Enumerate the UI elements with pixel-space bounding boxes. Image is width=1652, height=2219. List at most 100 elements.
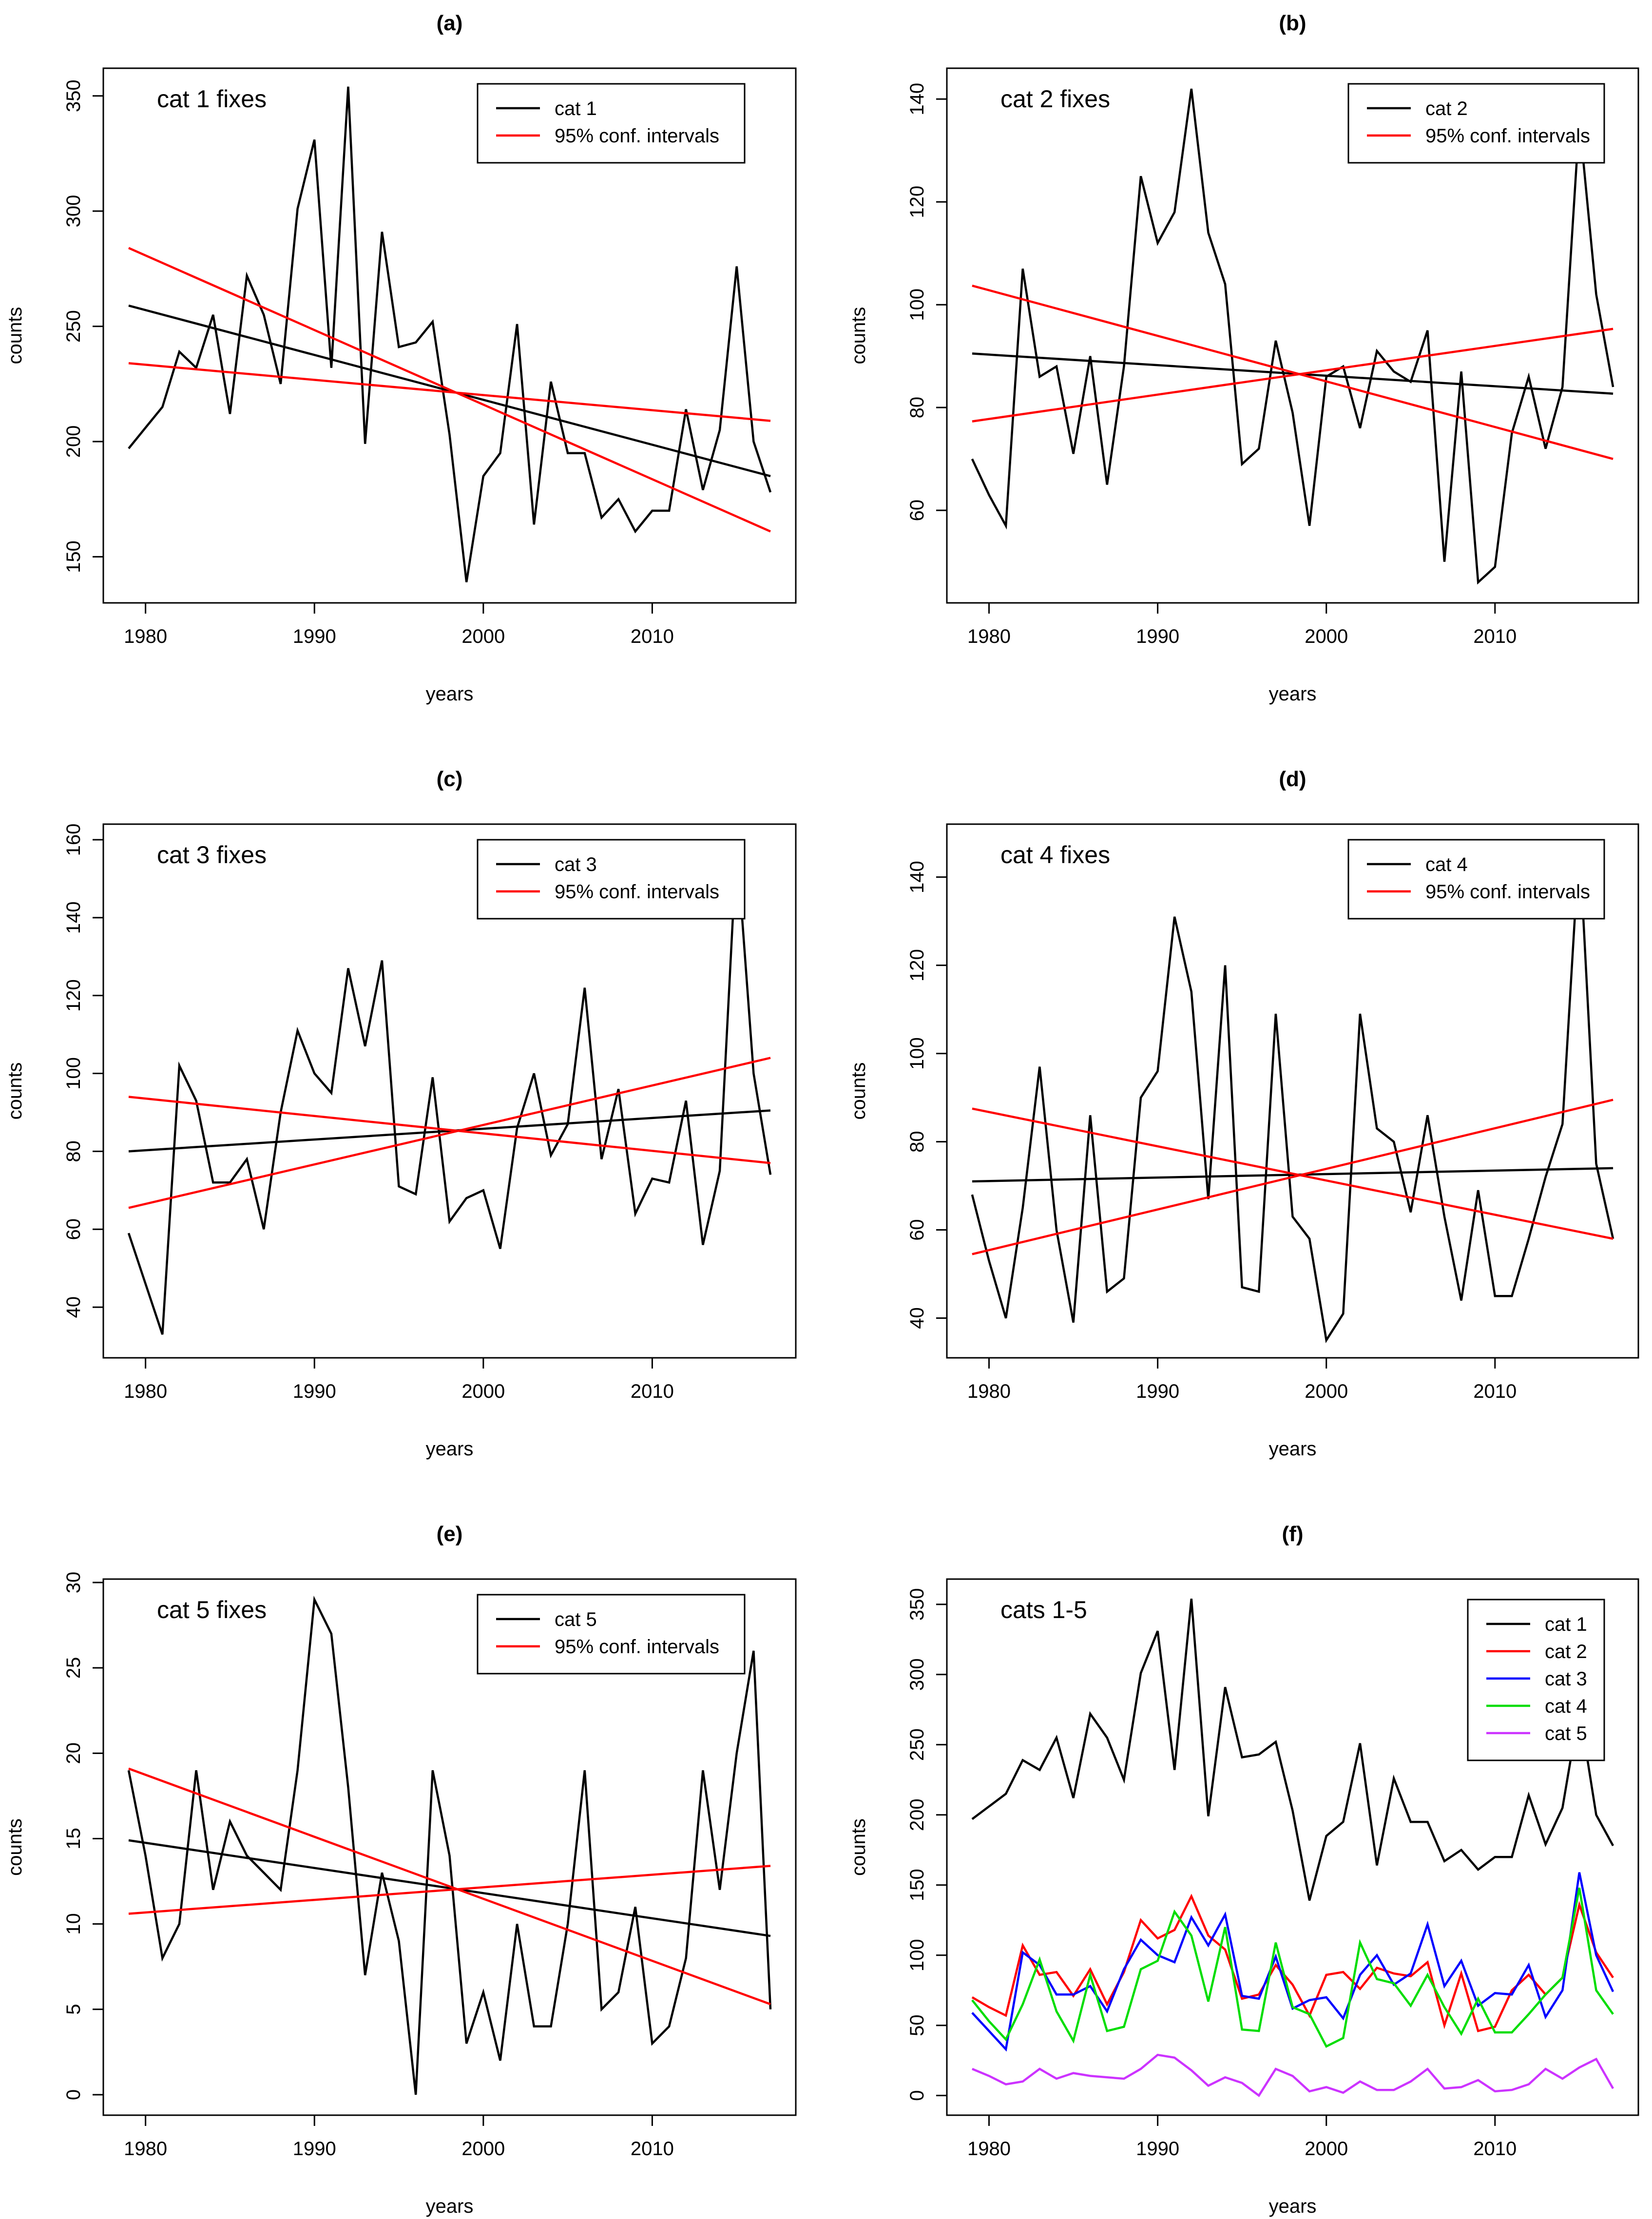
- plot-area: [127, 1595, 772, 2095]
- panel-label: (e): [437, 1522, 463, 1546]
- x-tick-label: 2000: [461, 2138, 505, 2160]
- x-tick-label: 2010: [631, 1381, 674, 1402]
- confidence-interval-line: [128, 362, 771, 422]
- series-line-cat-3: [971, 1872, 1614, 2052]
- x-tick-label: 1990: [1136, 626, 1179, 647]
- x-tick-label: 2000: [1305, 1381, 1348, 1402]
- x-axis-title: years: [1269, 1438, 1317, 1460]
- plot-area: [971, 1599, 1614, 2097]
- series-line-cat-2: [971, 88, 1614, 585]
- plot-frame: [946, 823, 1639, 1359]
- confidence-interval-line: [972, 1107, 1614, 1240]
- y-tick-label: 300: [63, 195, 84, 228]
- inset-title: cat 1 fixes: [157, 85, 267, 113]
- x-tick-label: 2000: [1305, 2138, 1348, 2160]
- y-tick-label: 80: [906, 397, 928, 419]
- x-tick-label: 1980: [967, 1381, 1011, 1402]
- y-tick-label: 20: [63, 1742, 84, 1764]
- y-tick-label: 100: [906, 1037, 928, 1070]
- panel-label: (f): [1282, 1522, 1304, 1546]
- plot-area: [971, 842, 1614, 1343]
- y-tick-label: 100: [906, 289, 928, 321]
- chart-panel-3: (c) 1980 1990 2000 2010 40 60 80 100 120 140 160 yea…: [4, 767, 797, 1460]
- x-tick-label: 2010: [1473, 2138, 1517, 2160]
- confidence-interval-line: [128, 247, 771, 533]
- x-tick-label: 1990: [293, 1381, 336, 1402]
- y-tick-label: 50: [906, 2014, 928, 2036]
- plot-frame: [946, 67, 1639, 604]
- series-line-cat-5: [127, 1595, 772, 2095]
- panel-label: (c): [437, 767, 463, 791]
- trend-line: [972, 352, 1614, 395]
- x-tick-label: 2000: [461, 1381, 505, 1402]
- y-tick-label: 0: [63, 2089, 84, 2100]
- series-line-cat-1: [128, 86, 772, 582]
- legend-label: cat 1: [1545, 1614, 1587, 1635]
- x-axis-title: years: [1269, 2196, 1317, 2217]
- chart-panel-1: (a) 1980 1990 2000 2010 150 200 250 300 350 years c…: [4, 11, 797, 705]
- y-tick-label: 0: [906, 2090, 928, 2101]
- y-tick-label: 80: [63, 1140, 84, 1162]
- confidence-interval-line: [128, 1057, 771, 1209]
- y-axis-title: counts: [4, 307, 26, 365]
- y-tick-label: 140: [63, 901, 84, 934]
- plot-frame: [102, 67, 797, 604]
- y-tick-label: 120: [906, 949, 928, 982]
- x-tick-label: 1980: [967, 626, 1011, 647]
- y-tick-label: 25: [63, 1657, 84, 1679]
- legend: cat 5 95% conf. intervals: [477, 1594, 746, 1675]
- series-line-cat-3: [127, 843, 772, 1335]
- legend-label: cat 1: [555, 98, 597, 119]
- legend: cat 2 95% conf. intervals: [1347, 83, 1605, 164]
- y-tick-label: 350: [63, 79, 84, 112]
- trend-line: [128, 1839, 771, 1937]
- inset-title: cat 5 fixes: [157, 1596, 267, 1623]
- series-line-cat-2: [971, 1893, 1614, 2032]
- y-tick-label: 300: [906, 1658, 928, 1691]
- plot-area: [971, 88, 1614, 585]
- chart-panel-2: (b) 1980 1990 2000 2010 60 80 100 120 140 years cou…: [848, 11, 1639, 705]
- chart-panel-6: (f) 1980 1990 2000 2010 0 50 100 150 200 250 300 350…: [848, 1522, 1639, 2217]
- y-axis-title: counts: [4, 1062, 26, 1120]
- legend: cat 1 95% conf. intervals: [477, 83, 746, 164]
- y-tick-label: 60: [906, 1219, 928, 1241]
- series-line-cat-4: [971, 1888, 1614, 2048]
- legend-label: cat 2: [1545, 1641, 1587, 1662]
- plot-frame: [946, 1578, 1639, 2116]
- y-tick-label: 200: [906, 1798, 928, 1831]
- legend-label: 95% conf. intervals: [1425, 881, 1590, 903]
- x-tick-label: 1980: [967, 2138, 1011, 2160]
- legend-label: cat 3: [1545, 1668, 1587, 1690]
- inset-title: cat 3 fixes: [157, 841, 267, 868]
- legend-box: [1347, 839, 1605, 920]
- legend-label: cat 4: [1545, 1696, 1587, 1717]
- y-tick-label: 100: [906, 1939, 928, 1971]
- series-line-cat-1: [971, 1599, 1614, 1901]
- series-line-cat-5: [972, 2053, 1614, 2097]
- x-tick-label: 2010: [631, 626, 674, 647]
- y-tick-label: 160: [63, 824, 84, 856]
- y-tick-label: 350: [906, 1588, 928, 1621]
- x-tick-label: 1980: [124, 1381, 167, 1402]
- x-tick-label: 2000: [461, 626, 505, 647]
- y-tick-label: 15: [63, 1828, 84, 1850]
- plot-area: [127, 843, 772, 1335]
- legend-box: [477, 83, 746, 164]
- y-tick-label: 200: [63, 425, 84, 458]
- series-line-cat-4: [971, 842, 1614, 1343]
- legend-label: 95% conf. intervals: [1425, 125, 1590, 147]
- panel-label: (a): [437, 11, 463, 35]
- legend-box: [1347, 83, 1605, 164]
- x-tick-label: 1980: [124, 626, 167, 647]
- x-tick-label: 1990: [293, 2138, 336, 2160]
- x-tick-label: 1980: [124, 2138, 167, 2160]
- x-axis-title: years: [426, 683, 474, 705]
- x-axis-title: years: [1269, 683, 1317, 705]
- legend-box: [477, 839, 746, 920]
- legend-label: cat 3: [555, 854, 597, 875]
- legend-label: 95% conf. intervals: [555, 125, 719, 147]
- panel-label: (d): [1279, 767, 1306, 791]
- y-tick-label: 150: [63, 540, 84, 573]
- legend-label: 95% conf. intervals: [555, 1636, 719, 1658]
